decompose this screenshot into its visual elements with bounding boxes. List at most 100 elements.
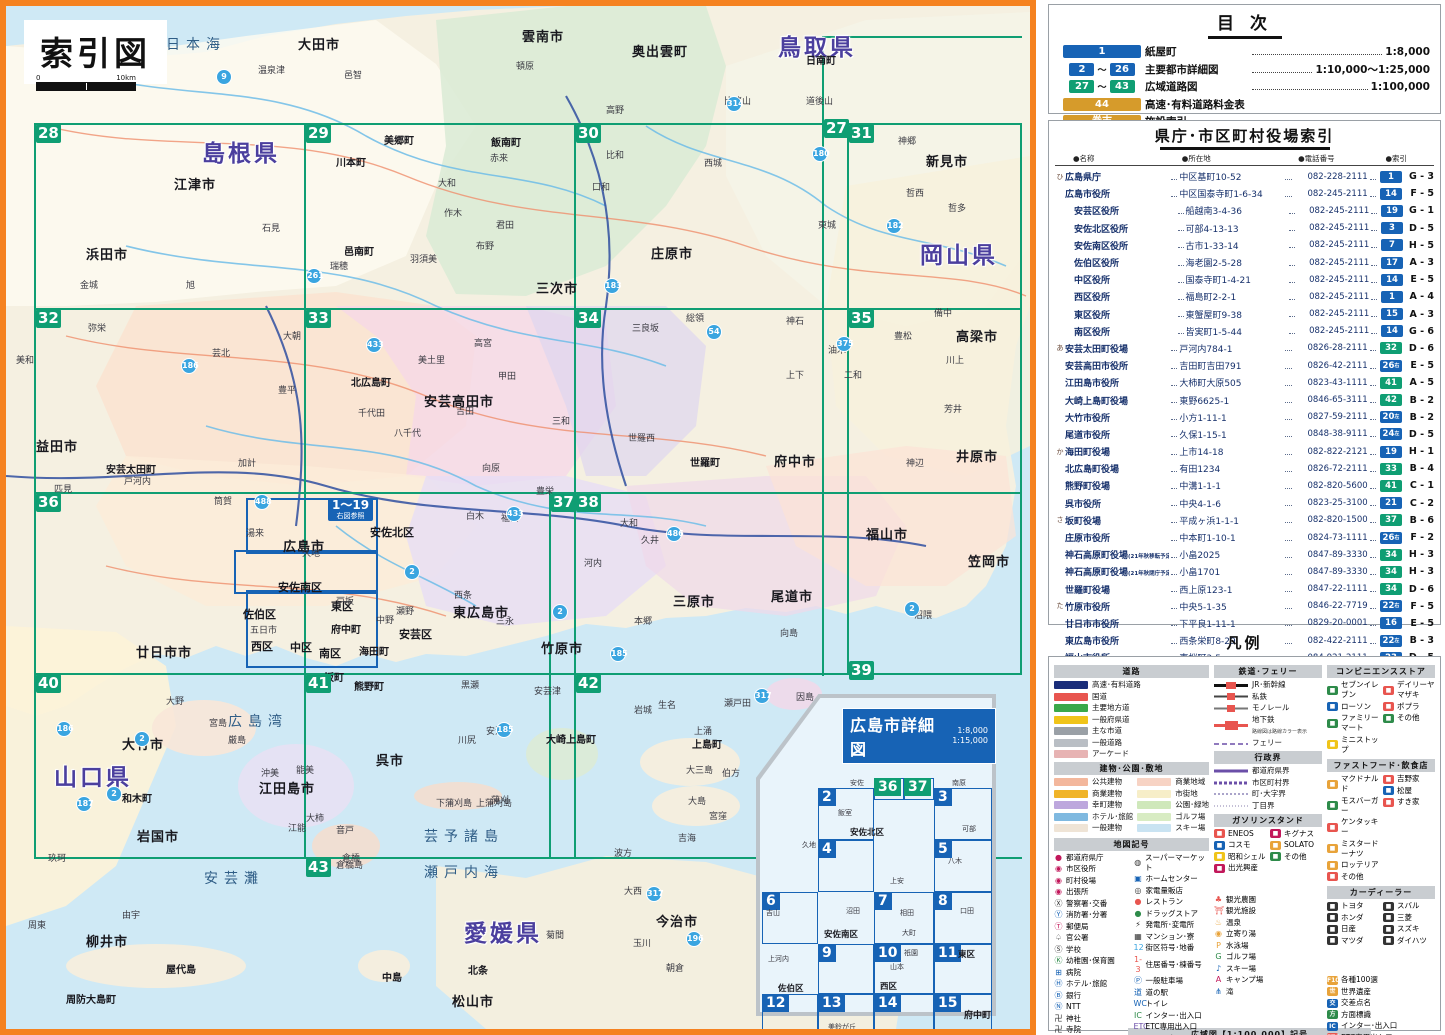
toc-chip[interactable]: 44: [1063, 97, 1141, 111]
index-row[interactable]: 安芸高田市役所 吉田町吉田791 0826-42-2111 26右 E - 5: [1055, 357, 1434, 374]
grid-index-38[interactable]: 38: [576, 493, 601, 512]
office-page-badge[interactable]: 42: [1378, 394, 1404, 407]
office-page-badge[interactable]: 19: [1379, 204, 1404, 217]
office-page-badge[interactable]: 14: [1379, 325, 1404, 338]
index-row[interactable]: 西区役所 福島町2-2-1 082-245-2111 1 A - 4: [1055, 288, 1434, 305]
inset-grid-37[interactable]: 37: [904, 778, 932, 796]
inset-grid-4[interactable]: 4: [818, 840, 836, 858]
office-page-badge[interactable]: 14: [1378, 187, 1404, 200]
index-row[interactable]: さ 坂町役場 平成ヶ浜1-1-1 082-820-1500 37 B - 6: [1055, 512, 1434, 529]
inset-grid-10[interactable]: 10: [874, 944, 902, 962]
index-row[interactable]: 尾道市役所 久保1-15-1 0848-38-9111 24左 D - 5: [1055, 426, 1434, 443]
grid-index-34[interactable]: 34: [576, 309, 601, 328]
office-page-badge[interactable]: 15: [1379, 308, 1404, 321]
index-row[interactable]: た 竹原市役所 中央5-1-35 0846-22-7719 22右 F - 5: [1055, 598, 1434, 615]
index-row[interactable]: 広島市役所 中区国泰寺町1-6-34 082-245-2111 14 F - 5: [1055, 185, 1434, 202]
inset-grid-3[interactable]: 3: [934, 788, 952, 806]
office-page-badge[interactable]: 37: [1378, 514, 1404, 527]
toc-chip-from[interactable]: 27: [1069, 80, 1095, 93]
index-row[interactable]: 安佐南区役所 古市1-33-14 082-245-2111 7 H - 5: [1055, 237, 1434, 254]
office-page-badge[interactable]: 17: [1379, 256, 1404, 269]
toc-chip-from[interactable]: 2: [1069, 62, 1095, 76]
inset-grid-5[interactable]: 5: [934, 840, 952, 858]
grid-index-39[interactable]: 39: [849, 661, 874, 680]
index-row[interactable]: 佐伯区役所 海老園2-5-28 082-245-2111 17 A - 3: [1055, 254, 1434, 271]
grid-index-42[interactable]: 42: [576, 674, 601, 693]
inset-grid-6[interactable]: 6: [762, 892, 780, 910]
index-row[interactable]: ひ 広島県庁 中区基町10-52 082-228-2111 1 G - 3: [1055, 168, 1434, 185]
inset-grid-11[interactable]: 11: [934, 944, 962, 962]
grid-index-37[interactable]: 37: [551, 493, 576, 512]
grid-index-33[interactable]: 33: [306, 309, 331, 328]
office-page-badge[interactable]: 33: [1378, 462, 1404, 475]
toc-row[interactable]: 1 紙屋町 1:8,000: [1059, 44, 1430, 59]
inset-grid-9[interactable]: 9: [818, 944, 836, 962]
index-row[interactable]: 北広島町役場 有田1234 0826-72-2111 33 B - 4: [1055, 460, 1434, 477]
inset-grid-12[interactable]: 12: [762, 994, 790, 1012]
grid-index-32[interactable]: 32: [36, 309, 61, 328]
index-row[interactable]: 大竹市役所 小方1-11-1 0827-59-2111 20左 B - 2: [1055, 409, 1434, 426]
grid-index-35[interactable]: 35: [849, 309, 874, 328]
inset-grid-13[interactable]: 13: [818, 994, 846, 1012]
index-row[interactable]: 呉市役所 中央4-1-6 0823-25-3100 21 C - 2: [1055, 495, 1434, 512]
index-row[interactable]: か 海田町役場 上市14-18 082-822-2121 19 H - 1: [1055, 443, 1434, 460]
index-row[interactable]: 中区役所 国泰寺町1-4-21 082-245-2111 14 E - 5: [1055, 271, 1434, 288]
grid-index-43[interactable]: 43: [306, 858, 331, 877]
index-row[interactable]: 世羅町役場 西上原123-1 0847-22-1111 34 D - 6: [1055, 581, 1434, 598]
map-canvas[interactable]: 索引図 0 10km 日本海 広島湾 安芸灘 瀬戸内海 芸予諸島 島根県 鳥取県 岡山県 山口県愛…: [6, 6, 1030, 1029]
office-page-badge[interactable]: 16: [1378, 617, 1404, 630]
hiroshima-detail-inset[interactable]: 広島市詳細図 1:8,000 1:15,000 36 37 2 3 4 5 6 …: [756, 694, 996, 1029]
inset-grid-36[interactable]: 36: [874, 778, 902, 796]
grid-index-28[interactable]: 28: [36, 124, 61, 143]
office-page-badge[interactable]: 7: [1379, 239, 1404, 252]
index-row[interactable]: 江田島市役所 大柿町大原505 0823-43-1111 41 A - 5: [1055, 374, 1434, 391]
grid-index-30[interactable]: 30: [576, 124, 601, 143]
index-row[interactable]: 南区役所 皆実町1-5-44 082-245-2111 14 G - 6: [1055, 323, 1434, 340]
office-page-badge[interactable]: 34: [1378, 583, 1404, 596]
grid-index-31[interactable]: 31: [849, 124, 874, 143]
office-page-badge[interactable]: 41: [1378, 376, 1404, 389]
index-row[interactable]: 神石高原町役場(21年秋移転予定) 小畠2025 0847-89-3330 34…: [1055, 546, 1434, 563]
office-page-badge[interactable]: 3: [1379, 222, 1404, 235]
inset-grid-15[interactable]: 15: [934, 994, 962, 1012]
index-row[interactable]: 安佐北区役所 可部4-13-13 082-245-2111 3 D - 5: [1055, 220, 1434, 237]
grid-index-36[interactable]: 36: [36, 493, 61, 512]
inset-grid-14[interactable]: 14: [874, 994, 902, 1012]
office-page-badge[interactable]: 34: [1378, 565, 1404, 578]
office-page-badge[interactable]: 41: [1378, 479, 1404, 492]
office-page-badge[interactable]: 26右: [1378, 359, 1404, 372]
toc-row[interactable]: 44 高速･有料道路料金表: [1059, 97, 1430, 112]
index-row[interactable]: 大崎上島町役場 東野6625-1 0846-65-3111 42 B - 2: [1055, 391, 1434, 408]
index-row[interactable]: 熊野町役場 中溝1-1-1 082-820-5600 41 C - 1: [1055, 477, 1434, 494]
index-row[interactable]: 廿日市市役所 下平良1-11-1 0829-20-0001 16 E - 5: [1055, 615, 1434, 632]
office-page-badge[interactable]: 21: [1378, 497, 1404, 510]
grid-index-29[interactable]: 29: [306, 124, 331, 143]
index-row[interactable]: 庄原市役所 中本町1-10-1 0824-73-1111 26右 F - 2: [1055, 529, 1434, 546]
office-page-badge[interactable]: 22左: [1378, 634, 1404, 647]
office-page-badge[interactable]: 26右: [1378, 531, 1404, 544]
index-row[interactable]: 東区役所 東蟹屋町9-38 082-245-2111 15 A - 3: [1055, 306, 1434, 323]
grid-index-40[interactable]: 40: [36, 674, 61, 693]
office-page-badge[interactable]: 22右: [1378, 600, 1404, 613]
inset-grid-7[interactable]: 7: [874, 892, 892, 910]
office-page-badge[interactable]: 1: [1378, 170, 1404, 183]
inset-grid-8[interactable]: 8: [934, 892, 952, 910]
inset-grid-2[interactable]: 2: [818, 788, 836, 806]
toc-chip[interactable]: 1: [1063, 45, 1141, 58]
index-row[interactable]: 東広島市役所 西条栄町8-29 082-422-2111 22左 B - 3: [1055, 632, 1434, 649]
office-page-badge[interactable]: 24左: [1378, 428, 1404, 441]
index-row[interactable]: 安芸区役所 船越南3-4-36 082-245-2111 19 G - 1: [1055, 202, 1434, 219]
office-page-badge[interactable]: 32: [1378, 342, 1404, 355]
office-page-badge[interactable]: 20左: [1378, 411, 1404, 424]
grid-index-41[interactable]: 41: [306, 674, 331, 693]
index-row[interactable]: 神石高原町役場(21年秋閉庁予定) 小畠1701 0847-89-3330 34…: [1055, 563, 1434, 580]
index-row[interactable]: あ 安芸太田町役場 戸河内784-1 0826-28-2111 32 D - 6: [1055, 340, 1434, 357]
office-page-badge[interactable]: 19: [1378, 445, 1404, 458]
toc-row[interactable]: 27 ～ 43 広域道路図 1:100,000: [1059, 79, 1430, 94]
office-page-badge[interactable]: 1: [1379, 290, 1404, 303]
office-page-badge[interactable]: 34: [1378, 548, 1404, 561]
toc-chip-to[interactable]: 26: [1109, 62, 1135, 76]
toc-row[interactable]: 2 ～ 26 主要都市詳細図 1:10,000～1:25,000: [1059, 62, 1430, 77]
grid-index-27[interactable]: 27: [824, 119, 849, 138]
toc-chip-to[interactable]: 43: [1109, 80, 1135, 93]
